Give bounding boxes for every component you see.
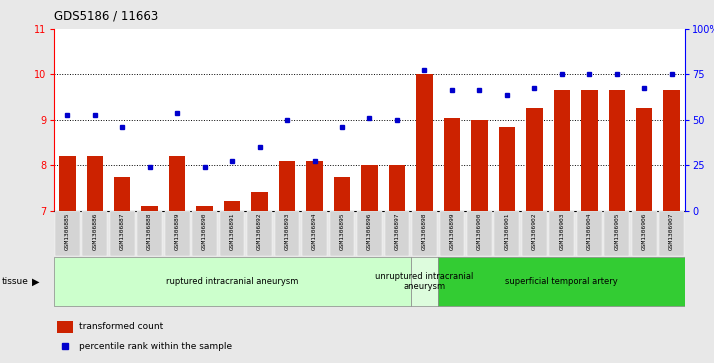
- Bar: [56, 321, 73, 333]
- Text: percentile rank within the sample: percentile rank within the sample: [79, 342, 232, 351]
- Text: GSM1306903: GSM1306903: [559, 213, 564, 250]
- Text: GSM1306885: GSM1306885: [65, 213, 70, 250]
- Text: GSM1306902: GSM1306902: [532, 213, 537, 250]
- Text: GSM1306906: GSM1306906: [642, 213, 647, 250]
- Bar: [663, 90, 680, 211]
- FancyBboxPatch shape: [411, 257, 438, 306]
- FancyBboxPatch shape: [412, 211, 437, 256]
- Bar: [141, 206, 158, 211]
- FancyBboxPatch shape: [659, 211, 684, 256]
- Bar: [59, 156, 76, 211]
- FancyBboxPatch shape: [275, 211, 299, 256]
- Text: GSM1306904: GSM1306904: [587, 213, 592, 250]
- Text: GDS5186 / 11663: GDS5186 / 11663: [54, 9, 158, 22]
- Text: GSM1306901: GSM1306901: [504, 213, 509, 250]
- Bar: [279, 160, 296, 211]
- Text: GSM1306888: GSM1306888: [147, 213, 152, 250]
- Bar: [581, 90, 598, 211]
- FancyBboxPatch shape: [495, 211, 519, 256]
- Bar: [553, 90, 570, 211]
- Text: GSM1306894: GSM1306894: [312, 213, 317, 250]
- FancyBboxPatch shape: [330, 211, 354, 256]
- Text: GSM1306886: GSM1306886: [92, 213, 97, 250]
- Bar: [306, 160, 323, 211]
- Bar: [224, 201, 241, 211]
- Text: ▶: ▶: [32, 276, 40, 286]
- Bar: [636, 109, 653, 211]
- FancyBboxPatch shape: [632, 211, 657, 256]
- FancyBboxPatch shape: [467, 211, 492, 256]
- Text: tissue: tissue: [1, 277, 29, 286]
- FancyBboxPatch shape: [82, 211, 107, 256]
- Bar: [86, 156, 103, 211]
- Text: GSM1306897: GSM1306897: [394, 213, 399, 250]
- Bar: [471, 120, 488, 211]
- Bar: [196, 206, 213, 211]
- FancyBboxPatch shape: [192, 211, 217, 256]
- Bar: [416, 74, 433, 211]
- FancyBboxPatch shape: [440, 211, 464, 256]
- FancyBboxPatch shape: [54, 257, 411, 306]
- FancyBboxPatch shape: [604, 211, 629, 256]
- FancyBboxPatch shape: [357, 211, 382, 256]
- Bar: [443, 118, 460, 211]
- FancyBboxPatch shape: [220, 211, 244, 256]
- FancyBboxPatch shape: [55, 211, 80, 256]
- Text: GSM1306896: GSM1306896: [367, 213, 372, 250]
- Text: GSM1306890: GSM1306890: [202, 213, 207, 250]
- Text: superficial temporal artery: superficial temporal artery: [506, 277, 618, 286]
- Text: GSM1306907: GSM1306907: [669, 213, 674, 250]
- Bar: [498, 127, 515, 211]
- FancyBboxPatch shape: [247, 211, 272, 256]
- FancyBboxPatch shape: [522, 211, 547, 256]
- Bar: [388, 165, 406, 211]
- Text: GSM1306895: GSM1306895: [340, 213, 345, 250]
- FancyBboxPatch shape: [137, 211, 162, 256]
- FancyBboxPatch shape: [385, 211, 409, 256]
- Bar: [361, 165, 378, 211]
- Text: GSM1306893: GSM1306893: [285, 213, 290, 250]
- Bar: [169, 156, 186, 211]
- Bar: [608, 90, 625, 211]
- Bar: [333, 176, 351, 211]
- FancyBboxPatch shape: [577, 211, 602, 256]
- Bar: [526, 109, 543, 211]
- Text: GSM1306887: GSM1306887: [120, 213, 125, 250]
- FancyBboxPatch shape: [165, 211, 189, 256]
- Text: GSM1306898: GSM1306898: [422, 213, 427, 250]
- Text: GSM1306892: GSM1306892: [257, 213, 262, 250]
- FancyBboxPatch shape: [302, 211, 327, 256]
- Text: GSM1306900: GSM1306900: [477, 213, 482, 250]
- Bar: [114, 176, 131, 211]
- Text: GSM1306889: GSM1306889: [175, 213, 180, 250]
- Bar: [251, 192, 268, 211]
- FancyBboxPatch shape: [550, 211, 574, 256]
- Text: unruptured intracranial
aneurysm: unruptured intracranial aneurysm: [376, 272, 473, 291]
- Text: transformed count: transformed count: [79, 322, 163, 331]
- Text: GSM1306899: GSM1306899: [449, 213, 454, 250]
- Text: GSM1306891: GSM1306891: [230, 213, 235, 250]
- FancyBboxPatch shape: [438, 257, 685, 306]
- Text: ruptured intracranial aneurysm: ruptured intracranial aneurysm: [166, 277, 298, 286]
- FancyBboxPatch shape: [110, 211, 135, 256]
- Text: GSM1306905: GSM1306905: [614, 213, 619, 250]
